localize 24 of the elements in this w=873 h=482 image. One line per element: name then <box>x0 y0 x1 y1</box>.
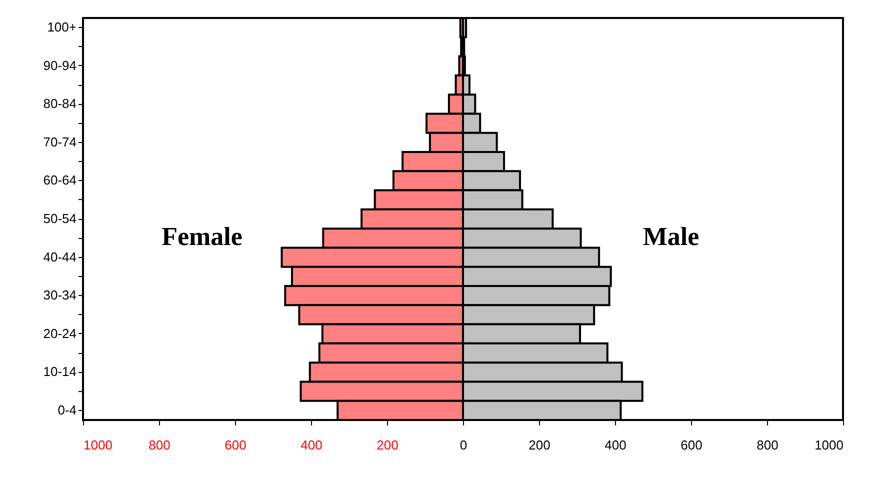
x-tick-label: 1000 <box>84 438 112 452</box>
y-tick-label: 40-44 <box>43 249 76 264</box>
y-tick-label: 60-64 <box>43 172 76 188</box>
y-tick-label: 10-14 <box>43 364 76 380</box>
x-tick-label: 800 <box>148 438 170 452</box>
x-tick-label: 600 <box>680 438 702 452</box>
y-tick-label: 100+ <box>47 20 76 35</box>
x-tick-label: 600 <box>224 438 246 452</box>
series-label: Female <box>162 222 242 251</box>
x-tick-label: 200 <box>528 438 550 452</box>
y-tick-label: 70-74 <box>43 134 76 150</box>
series-label: Male <box>642 222 700 251</box>
y-tick-label: 90-94 <box>43 58 76 73</box>
y-tick-label: 20-24 <box>43 326 76 341</box>
y-tick-label: 80-84 <box>43 96 76 112</box>
x-tick-label: 1000 <box>814 438 844 452</box>
y-tick-label: 30-34 <box>43 288 76 303</box>
y-tick-label: 50-54 <box>43 211 76 226</box>
y-tick-label: 0-4 <box>58 402 76 418</box>
x-tick-label: 400 <box>604 438 626 452</box>
x-tick-label: 200 <box>376 438 398 452</box>
x-tick-label: 800 <box>756 438 778 452</box>
x-tick-label: 0 <box>460 438 468 452</box>
x-tick-label: 400 <box>300 438 322 452</box>
